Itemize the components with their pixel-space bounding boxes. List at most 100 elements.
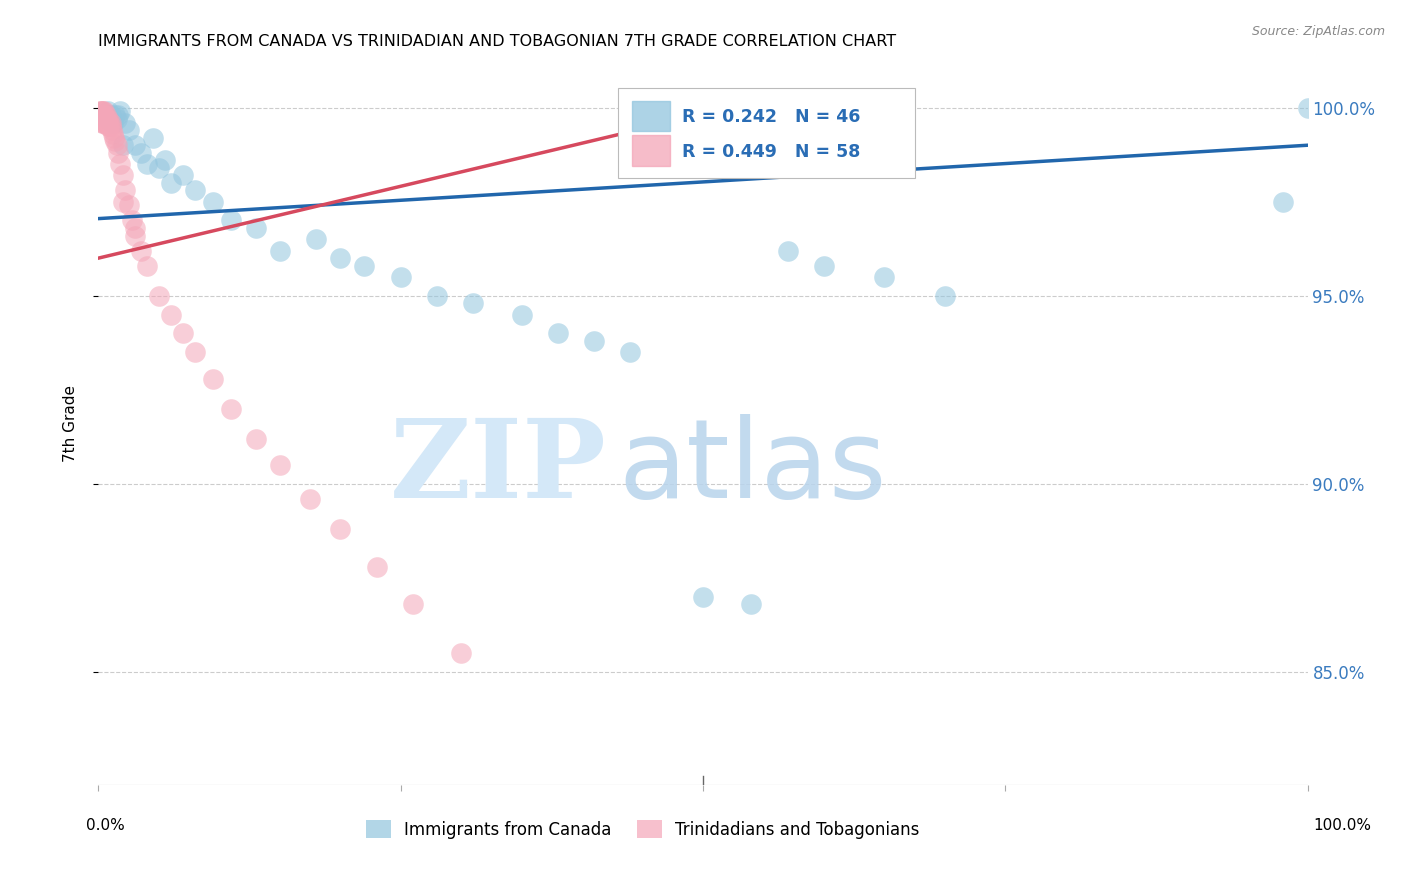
Point	[118, 198, 141, 212]
Point	[107, 108, 129, 122]
Point	[305, 232, 328, 246]
Point	[105, 112, 128, 126]
Point	[101, 127, 124, 141]
Point	[103, 130, 125, 145]
Point	[93, 112, 115, 126]
Point	[105, 138, 128, 153]
Point	[100, 112, 122, 126]
Point	[97, 120, 120, 134]
Point	[160, 176, 183, 190]
Point	[121, 213, 143, 227]
Point	[91, 116, 114, 130]
Point	[114, 183, 136, 197]
Point	[463, 296, 485, 310]
Text: atlas: atlas	[619, 414, 887, 521]
Point	[107, 145, 129, 160]
Point	[104, 108, 127, 122]
Point	[96, 116, 118, 130]
Point	[93, 104, 115, 119]
Point	[172, 169, 194, 183]
Point	[89, 104, 111, 119]
Point	[91, 112, 114, 126]
FancyBboxPatch shape	[631, 136, 671, 166]
Text: ZIP: ZIP	[389, 414, 606, 521]
Point	[221, 401, 243, 416]
Point	[619, 345, 641, 359]
Point	[124, 138, 146, 153]
Point	[100, 120, 122, 134]
Point	[91, 108, 114, 122]
Point	[172, 326, 194, 341]
Text: 100.0%: 100.0%	[1313, 818, 1372, 832]
Point	[100, 108, 122, 122]
Point	[111, 138, 134, 153]
Point	[124, 228, 146, 243]
Text: R = 0.242   N = 46: R = 0.242 N = 46	[682, 108, 860, 127]
Point	[148, 161, 170, 175]
Point	[94, 116, 117, 130]
Point	[96, 112, 118, 126]
Point	[104, 135, 127, 149]
Point	[111, 194, 134, 209]
FancyBboxPatch shape	[631, 101, 671, 131]
Point	[366, 559, 388, 574]
Point	[129, 145, 152, 160]
Point	[94, 108, 117, 122]
Point	[114, 116, 136, 130]
Point	[184, 345, 207, 359]
Point	[1272, 194, 1295, 209]
Point	[450, 646, 472, 660]
Point	[269, 244, 291, 258]
Point	[135, 259, 157, 273]
Point	[91, 104, 114, 119]
Point	[91, 108, 114, 122]
Point	[111, 169, 134, 183]
Point	[510, 308, 533, 322]
Point	[299, 491, 322, 506]
Point	[129, 244, 152, 258]
Point	[100, 123, 122, 137]
Point	[94, 112, 117, 126]
Point	[1296, 101, 1319, 115]
Point	[221, 213, 243, 227]
Point	[402, 598, 425, 612]
Point	[153, 153, 176, 168]
Legend: Immigrants from Canada, Trinidadians and Tobagonians: Immigrants from Canada, Trinidadians and…	[359, 814, 927, 846]
Point	[202, 371, 225, 385]
Point	[142, 130, 165, 145]
Point	[934, 289, 956, 303]
Point	[245, 221, 267, 235]
Point	[135, 157, 157, 171]
Point	[108, 157, 131, 171]
Point	[269, 458, 291, 472]
Point	[184, 183, 207, 197]
Y-axis label: 7th Grade: 7th Grade	[63, 385, 77, 462]
Point	[426, 289, 449, 303]
Text: IMMIGRANTS FROM CANADA VS TRINIDADIAN AND TOBAGONIAN 7TH GRADE CORRELATION CHART: IMMIGRANTS FROM CANADA VS TRINIDADIAN AN…	[98, 34, 897, 49]
Point	[91, 104, 114, 119]
Point	[90, 108, 112, 122]
Point	[91, 112, 114, 126]
Point	[873, 269, 896, 284]
Point	[94, 108, 117, 122]
Point	[97, 104, 120, 119]
Point	[89, 108, 111, 122]
Point	[90, 112, 112, 126]
Point	[90, 104, 112, 119]
Point	[583, 334, 606, 348]
Point	[96, 112, 118, 126]
Point	[148, 289, 170, 303]
Point	[93, 116, 115, 130]
Point	[100, 116, 122, 130]
Point	[776, 244, 799, 258]
Point	[160, 308, 183, 322]
Point	[329, 251, 352, 265]
Point	[202, 194, 225, 209]
Point	[547, 326, 569, 341]
Point	[245, 432, 267, 446]
Point	[124, 221, 146, 235]
Text: Source: ZipAtlas.com: Source: ZipAtlas.com	[1251, 25, 1385, 38]
Point	[98, 108, 121, 122]
FancyBboxPatch shape	[619, 87, 915, 178]
Point	[813, 259, 835, 273]
